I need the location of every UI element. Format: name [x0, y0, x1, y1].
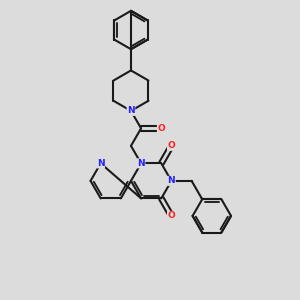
Text: N: N: [127, 106, 135, 116]
Text: O: O: [158, 124, 165, 133]
Text: N: N: [97, 159, 104, 168]
Text: N: N: [137, 159, 145, 168]
Text: O: O: [167, 212, 175, 220]
Text: O: O: [167, 141, 175, 150]
Text: N: N: [168, 176, 175, 185]
